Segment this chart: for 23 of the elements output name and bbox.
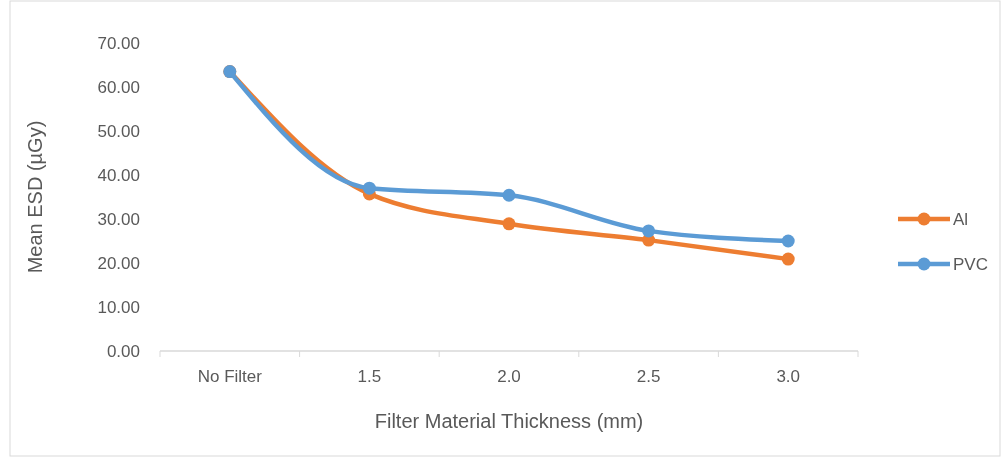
y-tick-label: 20.00	[97, 253, 140, 273]
y-tick-label: 40.00	[97, 165, 140, 185]
point	[362, 181, 376, 195]
y-tick-label: 10.00	[97, 297, 140, 317]
y-tick-label: 30.00	[97, 209, 140, 229]
point	[781, 234, 795, 248]
y-tick-label: 50.00	[97, 121, 140, 141]
y-tick-label: 0.00	[106, 341, 140, 361]
legend-label: PVC	[953, 254, 988, 274]
point	[502, 188, 516, 202]
x-axis-title: Filter Material Thickness (mm)	[374, 410, 644, 432]
y-tick-label: 70.00	[97, 33, 140, 53]
x-tick-label: No Filter	[197, 367, 263, 386]
y-tick-label: 60.00	[97, 77, 140, 97]
x-tick-label: 1.5	[357, 367, 382, 386]
legend-label: Al	[953, 209, 969, 229]
point	[642, 224, 656, 238]
point	[781, 252, 795, 266]
point	[502, 217, 516, 231]
y-axis-title: Mean ESD (µGy)	[24, 120, 46, 274]
x-tick-label: 2.0	[497, 367, 521, 386]
x-tick-label: 3.0	[776, 367, 801, 386]
x-tick-label: 2.5	[636, 367, 661, 386]
